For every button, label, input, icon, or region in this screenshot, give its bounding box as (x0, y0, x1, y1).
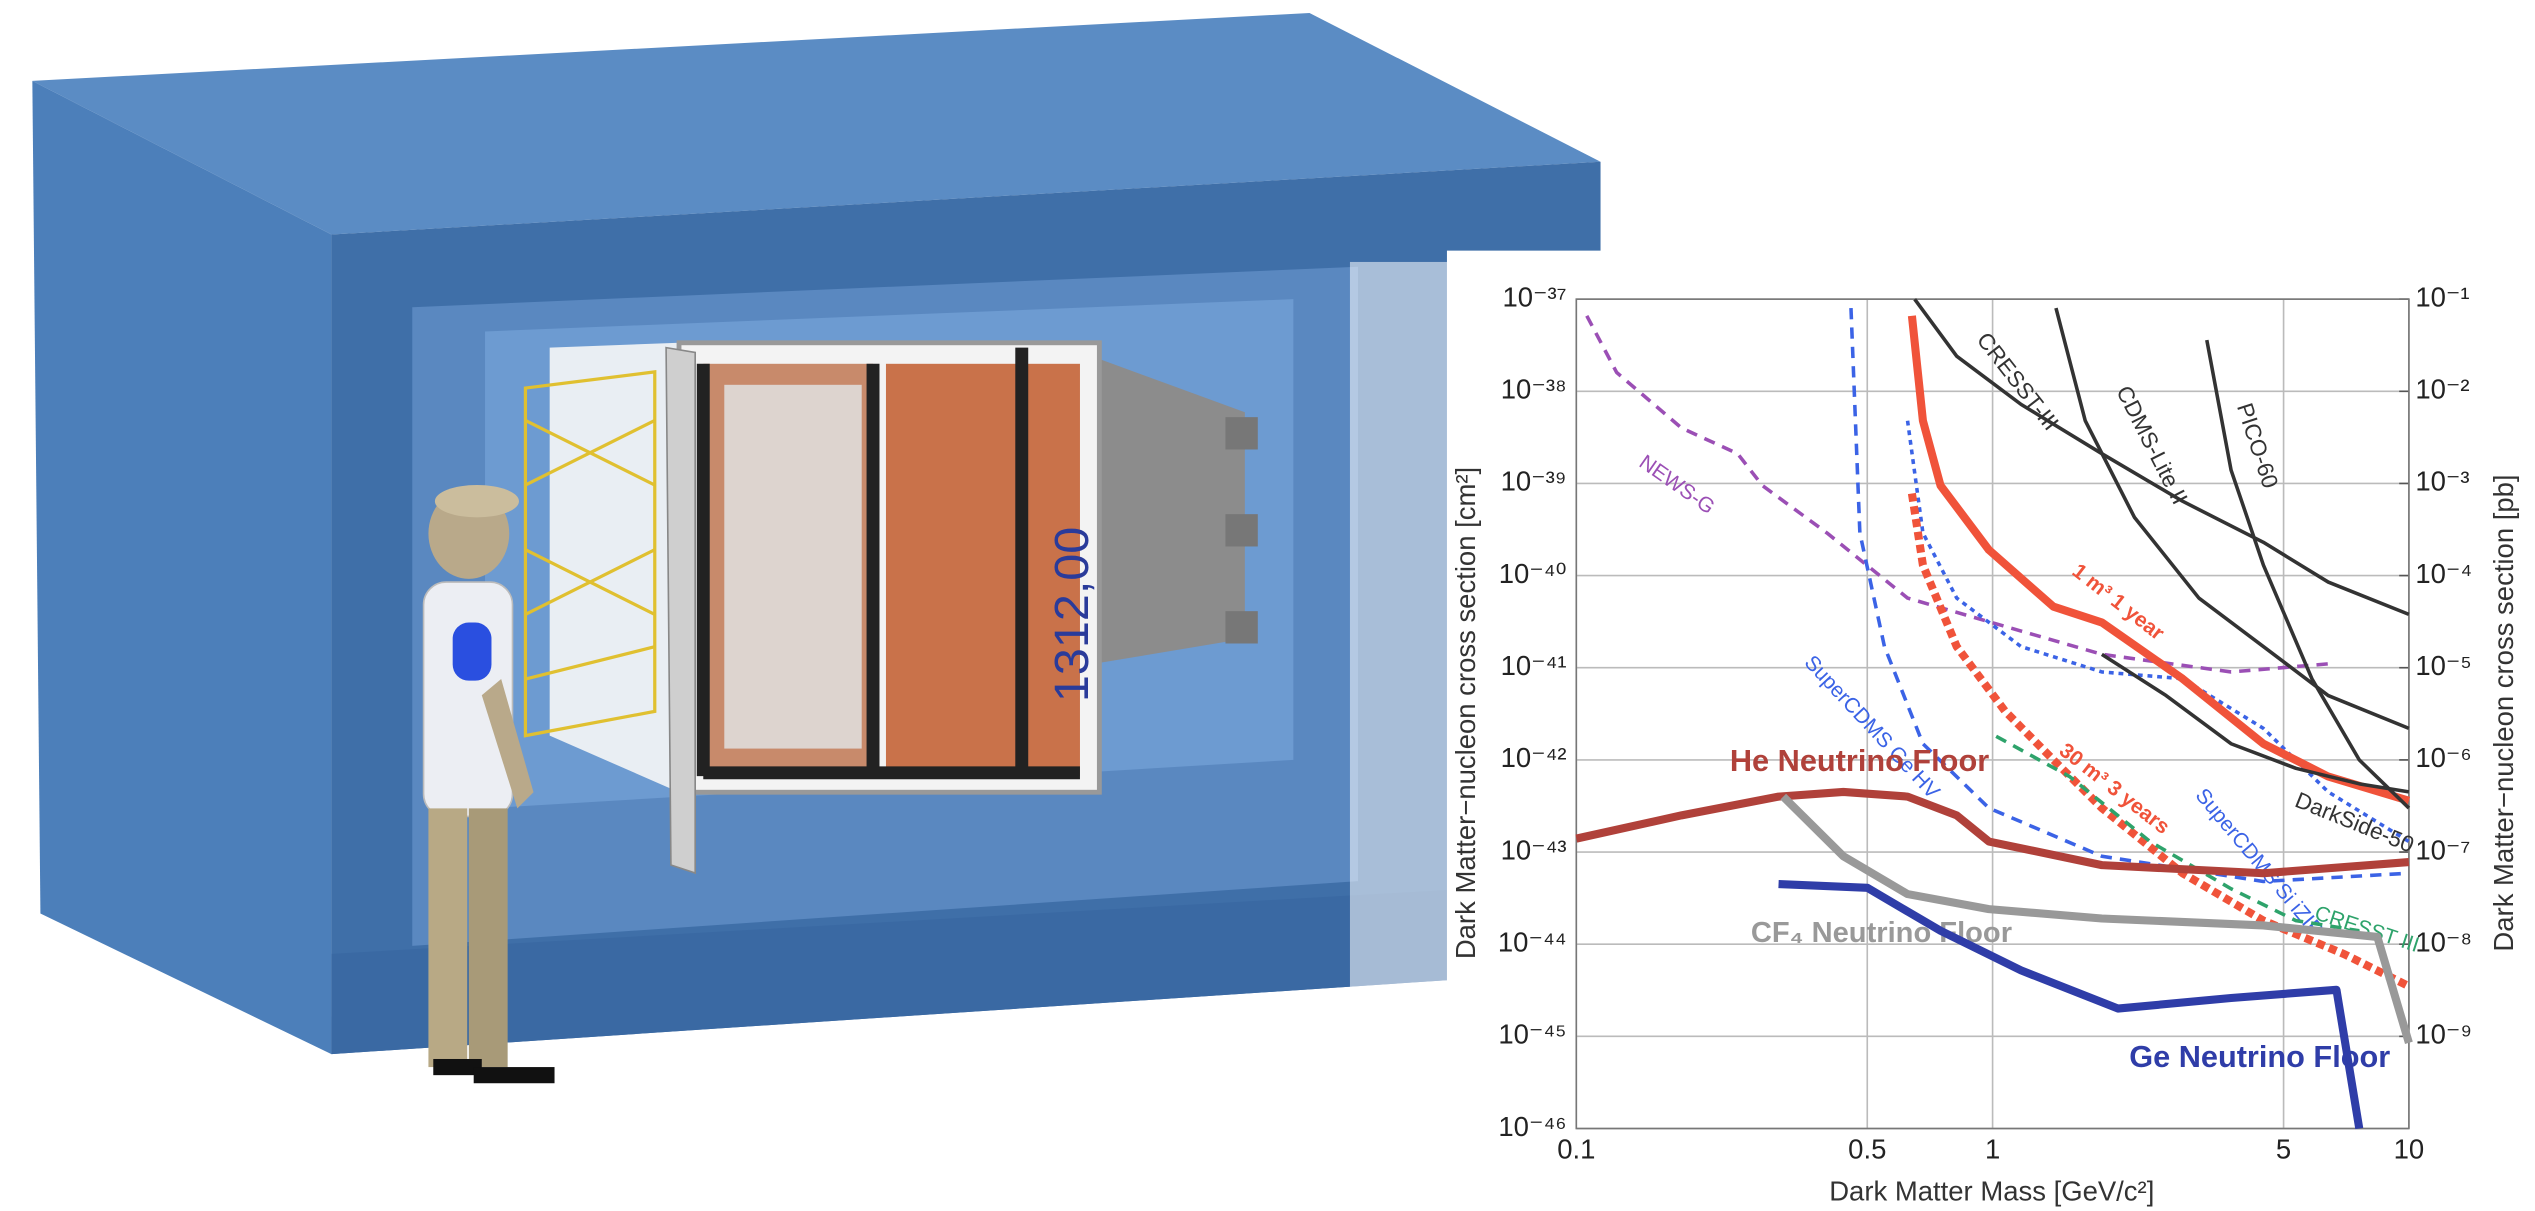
x-tick-label: 10 (2394, 1133, 2425, 1164)
series-line (1778, 880, 2364, 1130)
dimension-label: 1312,00 (1045, 527, 1099, 702)
y2-axis-title: Dark Matter−nucleon cross section [pb] (2488, 474, 2519, 951)
y2-tick-label: 10⁻⁷ (2415, 834, 2470, 865)
series-line (1575, 787, 2410, 878)
y2-tick-label: 10⁻⁸ (2415, 926, 2472, 957)
shield-base (331, 881, 1601, 1055)
y-tick-label: 10⁻⁴² (1501, 742, 1567, 773)
detector-electronics (1099, 358, 1245, 663)
detector-panel (549, 342, 680, 793)
y-axis-title: Dark Matter−nucleon cross section [cm²] (1450, 467, 1481, 959)
y-tick-label: 10⁻³⁸ (1501, 374, 1567, 405)
door (665, 346, 696, 875)
y2-tick-label: 10⁻⁵ (2415, 650, 2471, 681)
series-line (2100, 652, 2410, 794)
anode-plane (885, 363, 1080, 777)
y-tick-label: 10⁻⁴⁶ (1498, 1111, 1566, 1142)
series-line (1995, 734, 2360, 933)
mesh (724, 384, 862, 749)
x-tick-label: 0.5 (1848, 1133, 1886, 1164)
y-tick-label: 10⁻⁴³ (1501, 834, 1567, 865)
chart: Dark Matter Mass [GeV/c²] Dark Matter−nu… (1450, 281, 2519, 1206)
detector-illustration: 1312,00 (32, 12, 1601, 1084)
series-line (2054, 307, 2410, 731)
series-line (1907, 492, 2411, 990)
chart-overlay (1349, 261, 1609, 990)
series-line (1907, 315, 2411, 805)
y2-tick-label: 10⁻² (2415, 374, 2469, 405)
shield-top (32, 12, 1601, 235)
connector (1225, 514, 1258, 547)
series-line (1849, 307, 2409, 884)
series-line (2205, 339, 2411, 810)
series-label: He Neutrino Floor (1730, 743, 1989, 778)
y-tick-label: 10⁻⁴⁵ (1498, 1019, 1566, 1050)
x-tick-label: 5 (2276, 1133, 2291, 1164)
y2-tick-label: 10⁻³ (2415, 466, 2469, 497)
series-line (1905, 420, 2410, 844)
fiber-bundle (523, 370, 657, 738)
y-tick-label: 10⁻³⁷ (1502, 281, 1566, 312)
series-line (1585, 314, 2329, 674)
series-label: Ge Neutrino Floor (2129, 1039, 2390, 1074)
y2-tick-label: 10⁻⁶ (2415, 742, 2471, 773)
connector (1225, 417, 1258, 450)
fibers (524, 418, 656, 681)
y2-tick-label: 10⁻⁹ (2415, 1019, 2472, 1050)
plot-frame (1575, 298, 2410, 1130)
series-line (1913, 298, 2410, 617)
connector (1225, 611, 1258, 644)
series-line (1780, 793, 2413, 1044)
x-tick-label: 0.1 (1557, 1133, 1595, 1164)
y2-tick-label: 10⁻¹ (2415, 281, 2469, 312)
shield-side (32, 80, 332, 1055)
person (422, 485, 555, 1084)
y-tick-label: 10⁻⁴⁴ (1498, 926, 1567, 957)
y-tick-label: 10⁻⁴¹ (1501, 650, 1567, 681)
chart-background (1446, 250, 2535, 1211)
x-tick-label: 1 (1985, 1133, 2000, 1164)
x-axis-title: Dark Matter Mass [GeV/c²] (1829, 1175, 2154, 1206)
y-tick-label: 10⁻³⁹ (1501, 466, 1567, 497)
y2-tick-label: 10⁻⁴ (2415, 558, 2472, 589)
y-tick-label: 10⁻⁴⁰ (1499, 558, 1567, 589)
